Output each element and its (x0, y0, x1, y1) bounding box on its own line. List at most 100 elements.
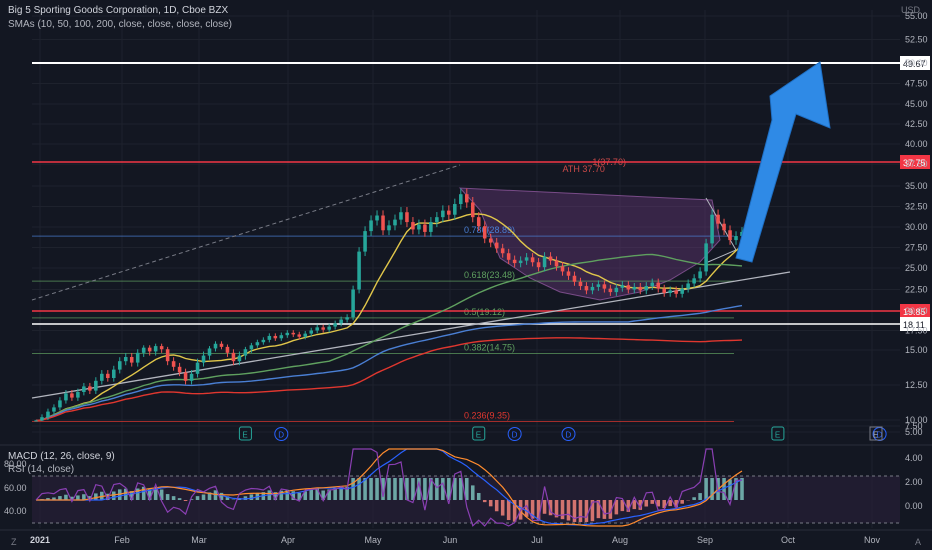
macd-histogram-bar (375, 478, 379, 500)
candle-body (722, 223, 726, 231)
macd-histogram-bar (309, 489, 314, 500)
price-axis-label: 30.00 (905, 222, 928, 232)
macd-histogram-bar (225, 496, 230, 500)
candle-body (315, 327, 319, 331)
macd-histogram-bar (638, 500, 643, 510)
macd-histogram-bar (740, 478, 744, 500)
price-tag-label: 19.85 (903, 307, 926, 317)
macd-histogram-bar (698, 493, 702, 500)
macd-histogram-bar (213, 490, 218, 500)
candle-body (129, 357, 134, 363)
candle-body (237, 355, 242, 362)
macd-histogram-bar (692, 497, 696, 500)
earnings-marker (472, 426, 486, 441)
candle-body (309, 330, 314, 334)
sma-10-line (35, 213, 743, 422)
macd-histogram-bar (64, 494, 68, 500)
candle-body (530, 257, 535, 263)
macd-axis-label: 4.00 (905, 453, 923, 463)
candle-body (231, 352, 236, 362)
rsi-axis-label: 40.00 (4, 506, 27, 516)
candle-body (399, 212, 403, 220)
candle-body (327, 326, 331, 330)
macd-histogram-bar (333, 488, 337, 500)
macd-histogram-bar (417, 478, 421, 500)
candle-body (381, 215, 385, 231)
candle-body (273, 335, 278, 339)
ath-label: ATH 37.70 (563, 164, 605, 174)
price-axis-label: 37.50 (905, 159, 928, 169)
macd-histogram-bar (447, 478, 451, 500)
macd-histogram-bar (584, 500, 589, 522)
candle-body (620, 285, 625, 288)
candle-body (656, 282, 661, 289)
candle-body (488, 238, 493, 243)
candle-body (52, 407, 56, 412)
candle-body (255, 342, 260, 346)
fib-label: 0.618(23.48) (464, 270, 515, 280)
candle-body (297, 334, 302, 337)
time-axis-label: Jun (443, 535, 458, 545)
price-axis-label: 45.00 (905, 99, 928, 109)
zoom-button[interactable]: Z (11, 537, 17, 547)
fib-label: 0.786(28.89) (464, 225, 515, 235)
candle-body (141, 347, 146, 353)
macd-histogram-bar (734, 478, 738, 500)
macd-histogram-bar (494, 500, 499, 512)
candle-body (153, 346, 158, 352)
price-axis-label: 22.50 (905, 285, 928, 295)
price-axis-label: 7.50 (905, 421, 923, 431)
candle-body (470, 202, 475, 218)
macd-histogram-bar (536, 500, 541, 521)
candle-body (704, 243, 708, 272)
candle-body (339, 319, 343, 324)
candle-body (417, 224, 421, 230)
macd-histogram-bar (614, 500, 619, 515)
candle-body (249, 345, 254, 350)
macd-axis-label: 0.00 (905, 501, 923, 511)
candle-body (566, 271, 571, 276)
time-axis-label: Aug (612, 535, 628, 545)
candle-body (476, 217, 481, 227)
auto-scale-button[interactable]: A (914, 537, 921, 547)
candle-body (40, 417, 44, 421)
candle-body (279, 335, 284, 339)
price-axis-label: 35.00 (905, 181, 928, 191)
macd-histogram-bar (94, 493, 98, 500)
candle-body (46, 411, 50, 418)
price-axis-label: 12.50 (905, 380, 928, 390)
candle-body (632, 286, 637, 290)
macd-histogram-bar (297, 492, 302, 500)
macd-histogram-bar (620, 500, 625, 512)
macd-histogram-bar (680, 500, 684, 504)
macd-histogram-bar (129, 491, 134, 500)
time-axis: 2021 Feb Mar Apr May Jun Jul Aug Sep Oct Nov (0, 529, 932, 545)
macd-histogram-bar (482, 500, 487, 503)
macd-histogram-bar (303, 491, 308, 500)
candle-body (100, 373, 104, 381)
macd-histogram-bar (524, 500, 529, 517)
price-tag-label: 18.11 (903, 320, 925, 330)
macd-histogram-bar (88, 496, 92, 500)
candle-body (171, 361, 176, 367)
candle-body (674, 290, 678, 294)
rsi-axis-label: 80.00 (4, 459, 27, 469)
time-axis-label: Sep (697, 535, 713, 545)
candle-body (225, 346, 230, 353)
candle-body (542, 256, 547, 268)
candle-body (716, 214, 720, 224)
time-axis-label: Jul (531, 535, 543, 545)
ath-trendline (31, 164, 461, 301)
candle-body (608, 288, 613, 293)
macd-histogram-bar (321, 490, 325, 500)
horizontal-levels (32, 62, 900, 325)
macd-axis-label: 2.00 (905, 477, 923, 487)
macd-histogram-bar (572, 500, 577, 522)
macd-histogram-bar (399, 478, 403, 500)
macd-histogram-bar (177, 498, 182, 500)
earnings-marker-label: E (873, 431, 878, 440)
price-axis-label: 32.50 (905, 202, 928, 212)
macd-histogram-bar (506, 500, 511, 521)
candle-body (267, 335, 272, 340)
